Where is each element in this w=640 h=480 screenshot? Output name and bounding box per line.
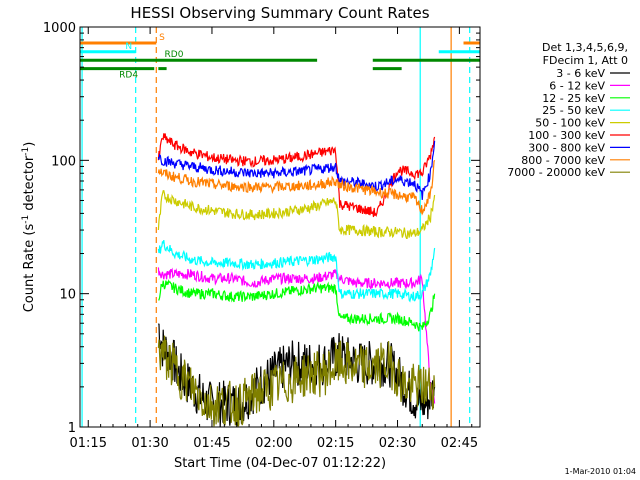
legend: Det 1,3,4,5,6,9,FDecim 1, Att 03 - 6 keV…: [507, 41, 630, 179]
x-tick-label-1: 01:30: [131, 436, 168, 451]
x-axis-label: Start Time (04-Dec-07 01:12:22): [174, 456, 386, 471]
y-label-main: Count Rate (s: [22, 224, 37, 313]
x-tick-label-2: 01:45: [193, 436, 230, 451]
flag-label-0: S: [159, 33, 165, 43]
legend-label-8: 7000 - 20000 keV: [507, 166, 605, 179]
y-label-sup2: -1: [21, 147, 31, 156]
y-axis: 1 10 100 1000: [43, 21, 480, 436]
plot-frame: [79, 26, 481, 428]
legend-header-1: FDecim 1, Att 0: [543, 54, 628, 67]
x-tick-label-0: 01:15: [70, 436, 107, 451]
x-axis: 01:15 01:30 01:45 02:00 02:15 02:30 02:45: [70, 27, 478, 451]
y-label-sup1: -1: [21, 215, 31, 224]
y-axis-label: Count Rate (s-1 detector-1): [21, 142, 37, 313]
x-tick-label-4: 02:15: [317, 436, 354, 451]
y-label-end: ): [22, 142, 37, 147]
vertical-markers: [81, 27, 471, 427]
legend-label-1: 6 - 12 keV: [549, 79, 605, 92]
y-label-mid: detector: [22, 155, 37, 215]
flag-bars: S N RD0 RD4: [80, 33, 480, 81]
x-tick-label-5: 02:30: [379, 436, 416, 451]
series-line-4: [157, 190, 436, 239]
legend-label-6: 300 - 800 keV: [528, 141, 605, 154]
legend-label-4: 50 - 100 keV: [535, 117, 605, 130]
legend-label-0: 3 - 6 keV: [556, 67, 605, 80]
series-line-1: [157, 267, 436, 404]
y-tick-label-0: 1: [68, 421, 76, 436]
y-tick-label-1: 10: [59, 288, 76, 303]
y-tick-label-3: 1000: [43, 21, 76, 36]
flag-label-1: N: [125, 42, 132, 52]
series-line-7: [157, 160, 436, 216]
x-tick-label-3: 02:00: [255, 436, 292, 451]
legend-label-7: 800 - 7000 keV: [521, 154, 605, 167]
footer-timestamp: 1-Mar-2010 01:04: [565, 467, 636, 476]
x-tick-label-6: 02:45: [441, 436, 478, 451]
series-line-6: [157, 140, 436, 200]
legend-header-0: Det 1,3,4,5,6,9,: [542, 41, 628, 54]
legend-label-2: 12 - 25 keV: [542, 92, 605, 105]
y-tick-label-2: 100: [51, 154, 76, 169]
series-line-8: [157, 335, 436, 427]
series-line-3: [157, 239, 436, 303]
flag-label-2: RD0: [165, 50, 184, 60]
series-line-2: [158, 279, 436, 332]
series-lines: [157, 133, 436, 427]
legend-label-3: 25 - 50 keV: [542, 104, 605, 117]
legend-label-5: 100 - 300 keV: [528, 129, 605, 142]
flag-label-3: RD4: [119, 71, 138, 81]
chart-title: HESSI Observing Summary Count Rates: [130, 4, 429, 22]
